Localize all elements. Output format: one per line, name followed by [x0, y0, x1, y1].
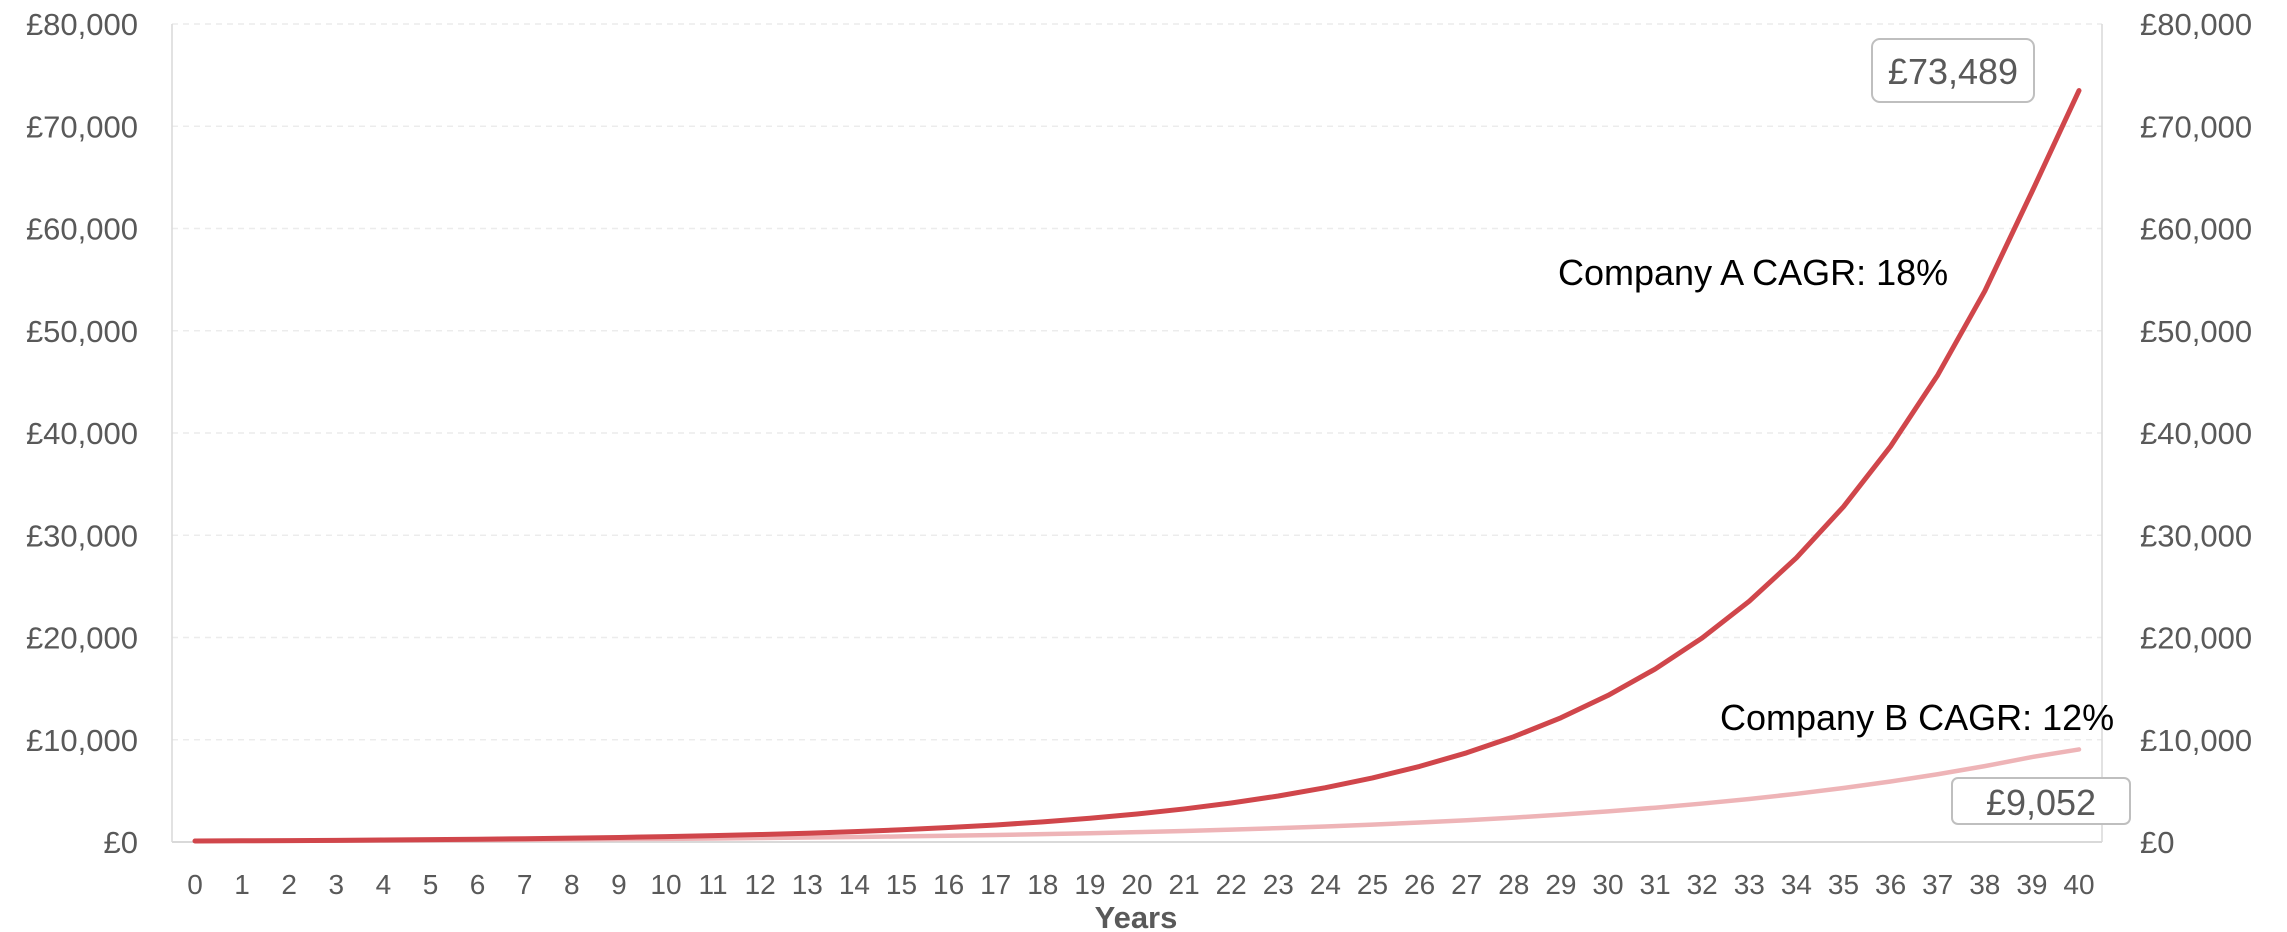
y-tick-label-left: £10,000 [26, 723, 138, 758]
x-tick-label: 19 [1074, 869, 1105, 900]
x-tick-label: 29 [1545, 869, 1576, 900]
y-tick-label-left: £40,000 [26, 416, 138, 451]
y-tick-label-left: £30,000 [26, 518, 138, 553]
y-tick-label-left: £60,000 [26, 212, 138, 247]
y-tick-label-left: £0 [104, 825, 138, 860]
series-lines [192, 88, 2082, 844]
chart-labels: Company A CAGR: 18% Company B CAGR: 12% … [1095, 38, 2131, 932]
x-tick-label: 31 [1640, 869, 1671, 900]
end-label-company-b: £9,052 [1986, 782, 2096, 823]
y-tick-label-right: £40,000 [2140, 416, 2252, 451]
x-tick-label: 36 [1875, 869, 1906, 900]
x-tick-label: 24 [1310, 869, 1341, 900]
x-tick-label: 15 [886, 869, 917, 900]
x-tick-label: 2 [281, 869, 297, 900]
y-tick-label-left: £50,000 [26, 314, 138, 349]
y-tick-label-right: £50,000 [2140, 314, 2252, 349]
x-tick-label: 20 [1121, 869, 1152, 900]
x-tick-label: 38 [1969, 869, 2000, 900]
x-tick-label: 37 [1922, 869, 1953, 900]
axes: £0 £0 £10,000 £10,000 £20,000 £20,000 £30,000 £… [26, 7, 2252, 900]
end-label-company-a: £73,489 [1888, 51, 2018, 92]
series-line-company-b [192, 747, 2082, 844]
y-tick-label-left: £70,000 [26, 109, 138, 144]
x-tick-label: 35 [1828, 869, 1859, 900]
x-tick-label: 17 [980, 869, 1011, 900]
y-tick-label-right: £0 [2140, 825, 2174, 860]
x-tick-label: 34 [1781, 869, 1812, 900]
y-tick-label-right: £80,000 [2140, 7, 2252, 42]
x-tick-label: 13 [792, 869, 823, 900]
x-tick-label: 16 [933, 869, 964, 900]
x-tick-label: 0 [187, 869, 203, 900]
annotation-company-a: Company A CAGR: 18% [1558, 252, 1948, 293]
gridlines [172, 23, 2102, 741]
y-tick-label-left: £80,000 [26, 7, 138, 42]
x-tick-label: 27 [1451, 869, 1482, 900]
x-tick-label: 26 [1404, 869, 1435, 900]
end-label-box-a [1871, 38, 2035, 103]
x-tick-label: 7 [517, 869, 533, 900]
end-label-box-b [1951, 777, 2131, 825]
x-tick-label: 40 [2063, 869, 2094, 900]
x-tick-label: 22 [1216, 869, 1247, 900]
x-tick-label: 6 [470, 869, 486, 900]
x-tick-label: 10 [650, 869, 681, 900]
x-tick-label: 18 [1027, 869, 1058, 900]
annotation-company-b: Company B CAGR: 12% [1720, 697, 2114, 738]
x-tick-label: 39 [2016, 869, 2047, 900]
x-tick-label: 12 [745, 869, 776, 900]
x-axis-title: Years [1095, 900, 1178, 932]
y-tick-label-right: £60,000 [2140, 212, 2252, 247]
x-tick-label: 1 [234, 869, 250, 900]
y-tick-label-right: £10,000 [2140, 723, 2252, 758]
x-tick-label: 23 [1263, 869, 1294, 900]
x-tick-label: 5 [423, 869, 439, 900]
y-tick-label-right: £70,000 [2140, 109, 2252, 144]
x-tick-label: 11 [699, 869, 728, 900]
x-tick-label: 14 [839, 869, 870, 900]
x-tick-label: 8 [564, 869, 580, 900]
y-tick-label-right: £20,000 [2140, 621, 2252, 656]
y-tick-label-left: £20,000 [26, 621, 138, 656]
x-tick-label: 30 [1592, 869, 1623, 900]
x-tick-label: 25 [1357, 869, 1388, 900]
x-tick-label: 28 [1498, 869, 1529, 900]
x-tick-label: 32 [1687, 869, 1718, 900]
x-tick-label: 21 [1169, 869, 1200, 900]
y-tick-label-right: £30,000 [2140, 518, 2252, 553]
x-tick-label: 9 [611, 869, 627, 900]
series-line-company-a [192, 88, 2082, 844]
x-tick-label: 4 [376, 869, 392, 900]
x-tick-label: 3 [329, 869, 345, 900]
x-tick-label: 33 [1734, 869, 1765, 900]
